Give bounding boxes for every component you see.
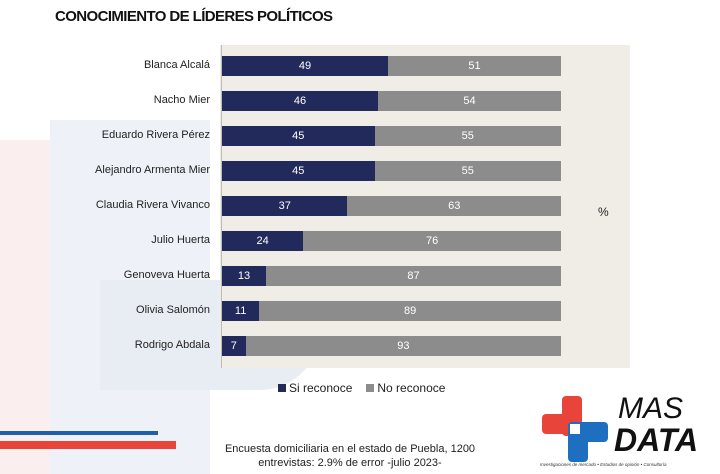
bar-no-reconoce: 55 (374, 161, 561, 181)
bar-no-reconoce: 51 (388, 56, 561, 76)
bar-si-reconoce: 45 (222, 126, 375, 146)
bar-no-reconoce: 93 (245, 336, 561, 356)
category-label: Genoveva Huerta (123, 269, 210, 281)
legend-item-no: No reconoce (366, 381, 445, 395)
bar-no-reconoce: 89 (259, 301, 561, 321)
bar-si-reconoce: 11 (222, 301, 260, 321)
logo-text-data: DATA (614, 422, 699, 458)
legend-label: No reconoce (377, 381, 446, 395)
legend-item-si: Si reconoce (278, 381, 352, 395)
bar-no-reconoce: 54 (377, 91, 561, 111)
category-label: Nacho Mier (153, 94, 210, 106)
bar-si-reconoce: 45 (222, 161, 375, 181)
logo-tagline: Investigaciones de mercado • Estudios de… (540, 462, 667, 467)
footnote-line: entrevistas: 2.9% de error -julio 2023- (258, 457, 442, 469)
y-axis-line (221, 45, 222, 368)
legend-swatch-no (366, 384, 375, 392)
legend-swatch-si (278, 384, 286, 392)
bar-si-reconoce: 46 (222, 91, 378, 111)
bar-si-reconoce: 49 (222, 56, 389, 76)
legend-label: Si reconoce (289, 381, 353, 395)
category-label: Claudia Rivera Vivanco (95, 199, 210, 211)
bar-si-reconoce: 37 (222, 196, 348, 216)
footnote-line: Encuesta domiciliaria en el estado de Pu… (224, 443, 476, 455)
bar-si-reconoce: 24 (222, 231, 304, 251)
bar-no-reconoce: 76 (303, 231, 561, 251)
chart-title: CONOCIMIENTO DE LÍDERES POLÍTICOS (55, 8, 333, 25)
category-label: Eduardo Rivera Pérez (101, 129, 210, 141)
blue-stripe (0, 431, 158, 435)
bar-si-reconoce: 7 (222, 336, 246, 356)
category-label: Olivia Salomón (136, 304, 210, 316)
bar-si-reconoce: 13 (222, 266, 267, 286)
mas-data-logo: MAS DATA Investigaciones de mercado • Es… (540, 394, 700, 472)
unit-label: % (598, 205, 609, 219)
category-label: Julio Huerta (151, 234, 210, 246)
bar-no-reconoce: 55 (374, 126, 561, 146)
footnote: Encuesta domiciliaria en el estado de Pu… (200, 442, 500, 470)
bar-no-reconoce: 87 (266, 266, 561, 286)
category-label: Alejandro Armenta Mier (95, 164, 210, 176)
legend: Si reconoce No reconoce (278, 381, 445, 395)
logo-text-mas: MAS (618, 392, 684, 425)
cross-logo-icon (542, 396, 608, 462)
category-label: Rodrigo Abdala (134, 339, 210, 351)
category-label: Blanca Alcalá (143, 59, 210, 71)
red-stripe (0, 441, 176, 449)
bar-no-reconoce: 63 (347, 196, 561, 216)
